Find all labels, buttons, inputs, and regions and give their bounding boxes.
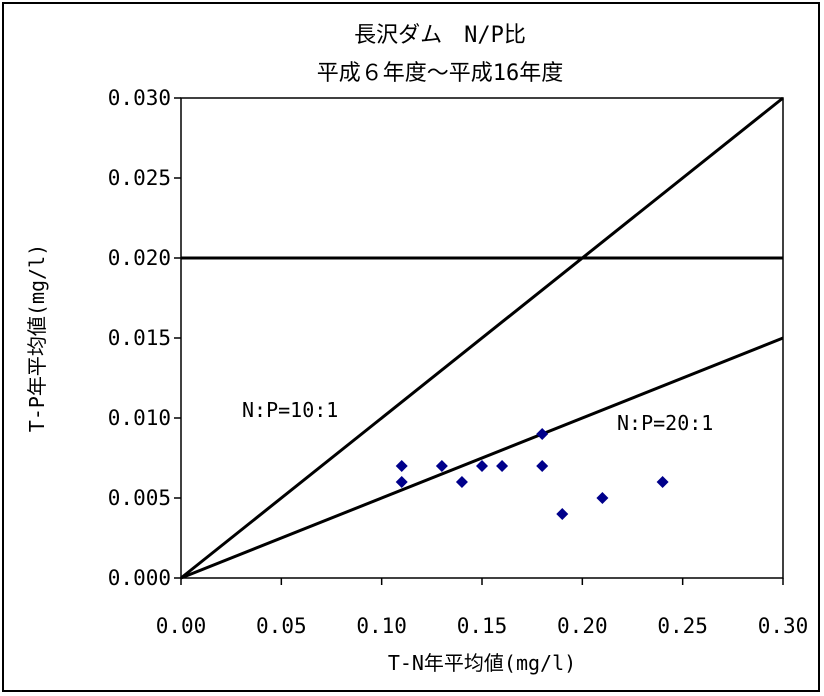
data-point: [455, 476, 468, 488]
data-point: [556, 508, 569, 520]
y-tick-label: 0.000: [108, 566, 171, 590]
reference-line-0: [180, 96, 784, 580]
data-point: [395, 476, 408, 488]
x-tick-label: 0.10: [356, 614, 407, 638]
x-tick-label: 0.20: [557, 614, 608, 638]
x-axis-label: T-N年平均値(mg/l): [388, 651, 576, 675]
chart-title: 長沢ダム N/P比: [354, 23, 526, 48]
y-tick-label: 0.010: [108, 406, 171, 430]
data-point: [496, 460, 509, 472]
x-tick-label: 0.05: [256, 614, 307, 638]
data-point: [536, 460, 549, 472]
y-axis-label: T-P年平均値(mg/l): [25, 244, 49, 432]
chart-subtitle: 平成６年度～平成16年度: [317, 61, 564, 86]
data-point: [395, 460, 408, 472]
data-point: [536, 428, 549, 440]
data-point: [476, 460, 488, 472]
y-tick-label: 0.005: [108, 486, 171, 510]
reference-label-10-1: N:P=10:1: [242, 398, 338, 422]
data-point: [596, 492, 609, 504]
reference-label-20-1: N:P=20:1: [617, 411, 713, 435]
y-tick-label: 0.015: [108, 326, 171, 350]
y-tick-label: 0.030: [108, 86, 171, 110]
data-point: [656, 476, 669, 488]
x-tick-label: 0.30: [758, 614, 809, 638]
reference-line-1: [180, 336, 784, 580]
x-tick-label: 0.25: [657, 614, 708, 638]
y-tick-label: 0.025: [108, 166, 171, 190]
data-point: [435, 460, 448, 472]
y-tick-label: 0.020: [108, 246, 171, 270]
x-tick-label: 0.00: [156, 614, 207, 638]
x-tick-label: 0.15: [457, 614, 508, 638]
